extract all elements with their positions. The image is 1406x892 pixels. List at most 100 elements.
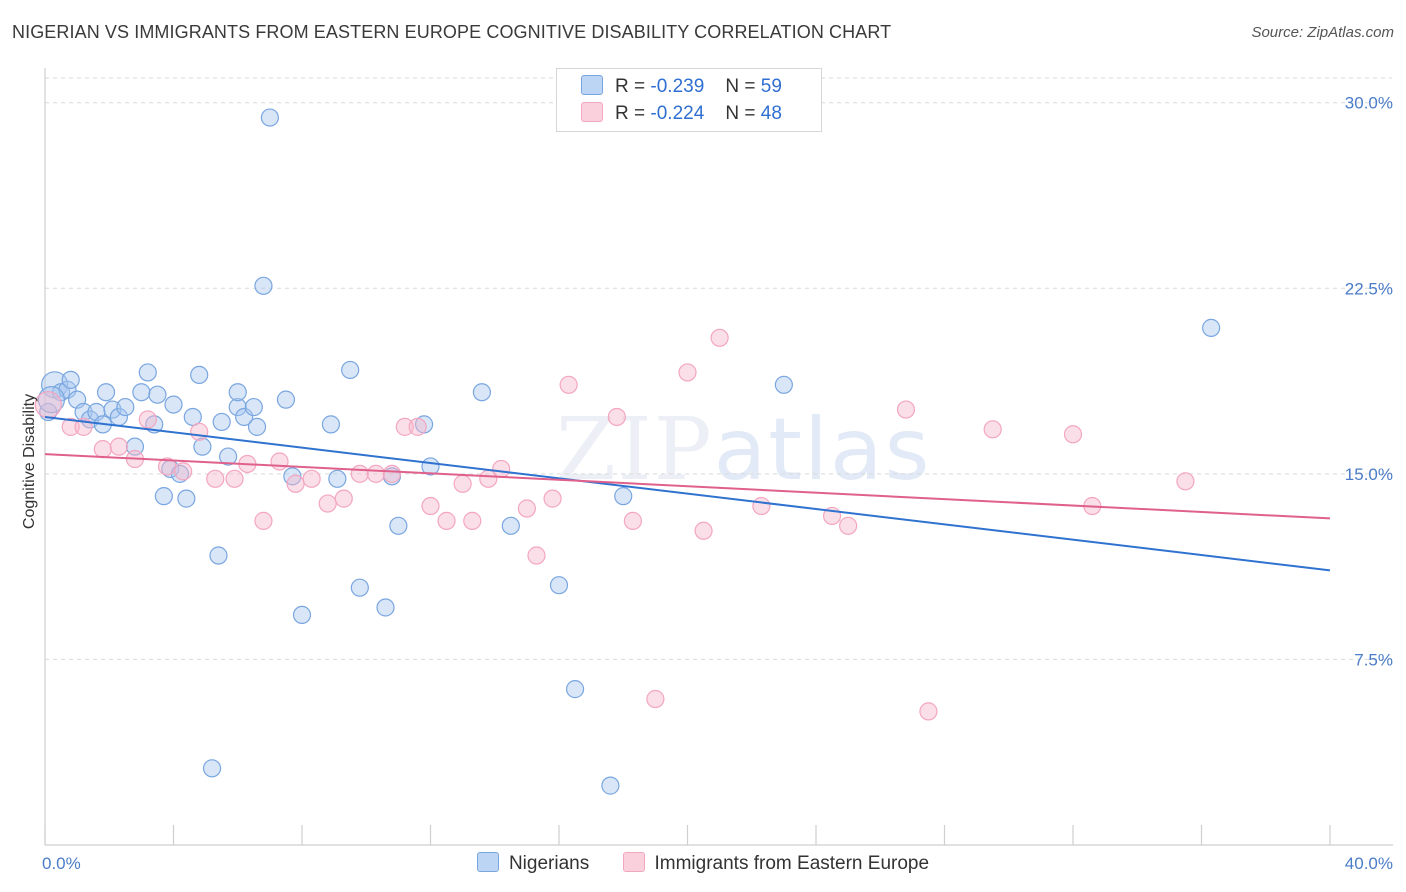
data-point [559, 375, 578, 394]
data-point [174, 462, 193, 481]
data-point [646, 689, 665, 709]
legend-r-value: -0.239 [650, 76, 705, 97]
data-point [517, 499, 536, 518]
data-point [395, 417, 414, 436]
data-point [276, 390, 296, 409]
data-point [219, 447, 238, 466]
data-point [694, 521, 713, 540]
legend-item-eastern-europe: Immigrants from Eastern Europe [622, 852, 929, 875]
data-point [1063, 425, 1083, 444]
y-tick-label: 22.5% [1345, 279, 1393, 298]
data-point [896, 400, 916, 419]
legend-n-label: N = [725, 76, 756, 97]
data-point [138, 410, 157, 429]
data-point [389, 516, 408, 535]
data-point [202, 759, 222, 778]
data-point [286, 474, 305, 493]
legend-swatch-eastern-europe [581, 102, 603, 122]
chart-title: NIGERIAN VS IMMIGRANTS FROM EASTERN EURO… [12, 22, 892, 42]
data-point [138, 363, 157, 382]
x-tick-label: 40.0% [1345, 854, 1393, 873]
data-point [549, 576, 569, 595]
data-point [919, 702, 938, 721]
data-point [61, 417, 80, 436]
data-point [193, 437, 212, 456]
legend-swatch-nigerians [581, 75, 603, 95]
data-point [164, 395, 183, 414]
data-point [341, 360, 360, 380]
data-point [228, 383, 247, 402]
data-point [254, 511, 273, 530]
legend-r-value: -0.224 [650, 103, 705, 124]
data-point [61, 370, 80, 389]
data-point [328, 469, 347, 488]
data-point [453, 474, 472, 493]
legend-n-label: N = [725, 103, 756, 124]
x-tick-label: 0.0% [42, 854, 81, 873]
data-point [463, 511, 482, 530]
data-point [527, 546, 546, 565]
data-point [190, 365, 209, 385]
data-point [34, 390, 62, 419]
data-point [492, 459, 511, 479]
data-point [74, 402, 93, 422]
data-point [132, 383, 151, 402]
data-point [543, 489, 562, 508]
data-point [421, 496, 440, 516]
trend-line [44, 415, 1331, 572]
stats-legend: R = -0.239 N = 59 R = -0.224 N = 48 [556, 68, 822, 132]
data-point [1202, 318, 1221, 337]
data-point [774, 375, 793, 394]
source-label: Source: ZipAtlas.com [1251, 24, 1394, 41]
data-point [437, 511, 456, 530]
data-point [472, 383, 491, 402]
axes [44, 68, 1393, 846]
data-point [366, 464, 385, 483]
data-point [408, 417, 427, 436]
legend-label: Nigerians [508, 853, 590, 874]
data-point [565, 680, 585, 699]
data-point [710, 328, 729, 347]
data-point [125, 437, 145, 456]
legend-row-nigerians: R = -0.239 N = 59 [581, 75, 782, 99]
data-point [228, 397, 247, 417]
data-point [318, 494, 337, 513]
y-axis-label: Cognitive Disability [21, 394, 38, 529]
legend-row-eastern-europe: R = -0.224 N = 48 [581, 102, 782, 126]
data-point [244, 397, 263, 417]
data-point [37, 386, 66, 414]
data-point [260, 108, 279, 127]
data-point [109, 437, 128, 456]
data-point [601, 776, 620, 795]
trend-lines [44, 415, 1331, 572]
data-point [752, 496, 771, 516]
data-point [376, 598, 395, 617]
y-tick-label: 30.0% [1345, 94, 1393, 113]
data-point [148, 385, 167, 404]
axis-labels: 7.5% 15.0% 22.5% 30.0% 0.0% 40.0% Cognitive Di… [21, 94, 1393, 873]
data-point [623, 511, 642, 530]
data-point [678, 363, 697, 382]
series-legend: Nigerians Immigrants from Eastern Europe [0, 852, 1406, 875]
data-point [501, 516, 520, 535]
data-point [209, 546, 228, 565]
legend-r-label: R = [615, 76, 646, 97]
data-point [983, 420, 1002, 439]
y-tick-label: 15.0% [1345, 465, 1393, 484]
data-point [190, 422, 209, 441]
legend-item-nigerians: Nigerians [476, 852, 590, 875]
data-point [614, 487, 633, 506]
data-point [1176, 472, 1195, 491]
legend-n-value: 48 [760, 103, 782, 124]
y-tick-label: 7.5% [1354, 650, 1393, 669]
data-point [334, 489, 353, 508]
data-point [292, 605, 312, 625]
legend-n-value: 59 [760, 76, 782, 97]
data-point [93, 440, 112, 459]
watermark-atlas: atlas [713, 400, 932, 500]
data-point [350, 464, 369, 483]
data-point [96, 383, 116, 402]
data-point [235, 407, 254, 427]
data-point [212, 412, 231, 432]
